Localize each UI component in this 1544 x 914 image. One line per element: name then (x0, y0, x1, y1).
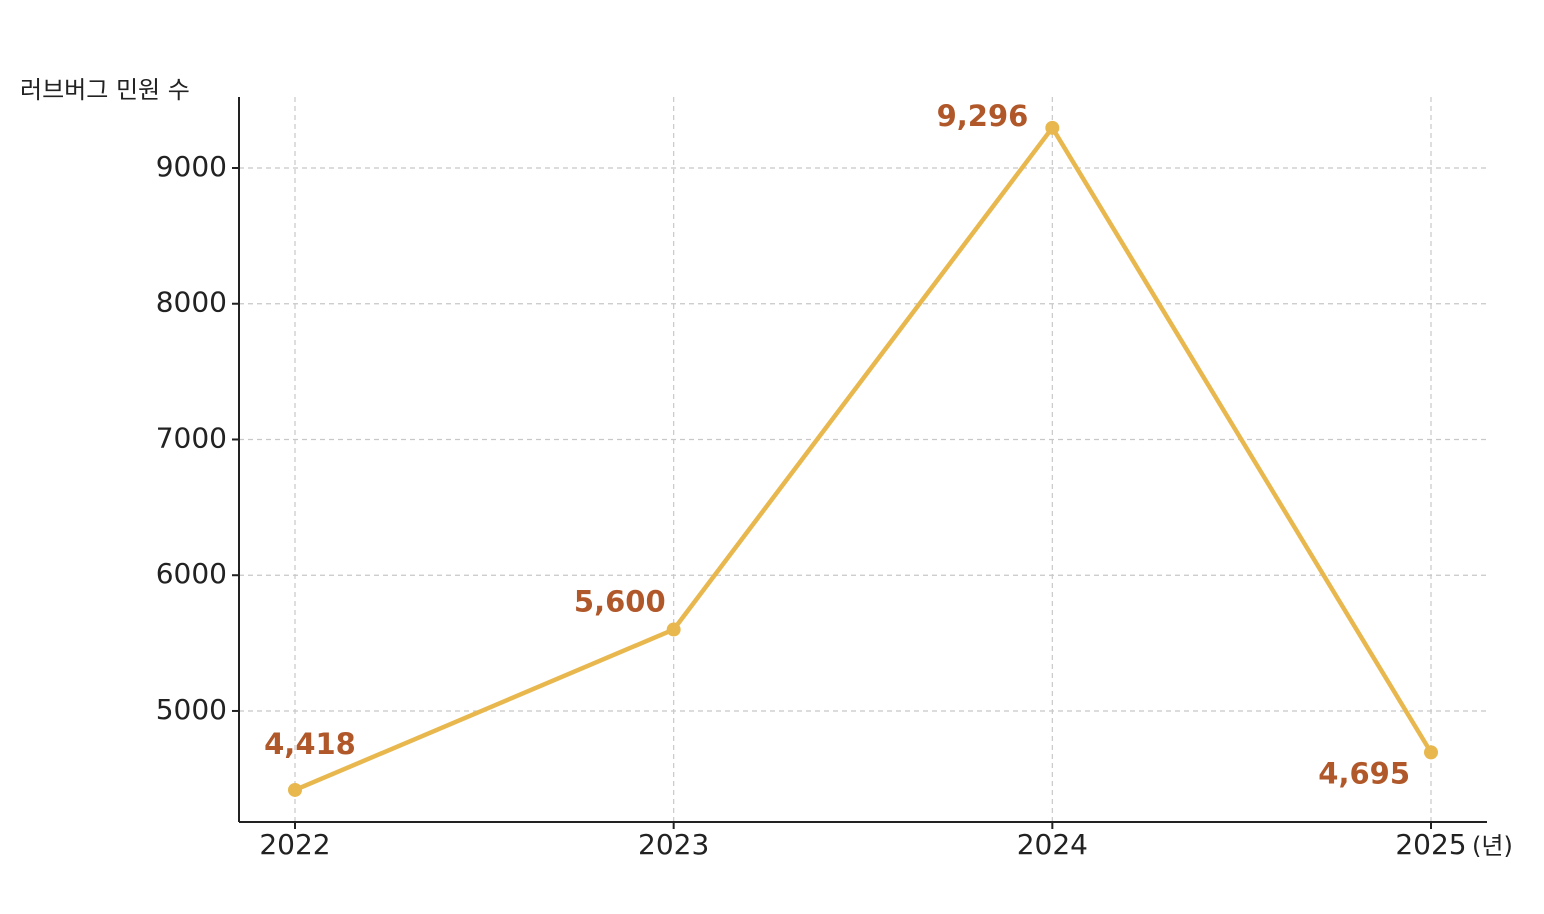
value-label: 4,418 (264, 727, 356, 761)
value-label: 5,600 (574, 585, 666, 619)
x-axis-label: (년) (1472, 832, 1513, 860)
value-label: 9,296 (937, 99, 1029, 133)
y-tick-label: 6000 (156, 557, 227, 590)
point (288, 782, 302, 797)
x-tick-label: 2024 (1017, 828, 1088, 861)
value-label: 4,695 (1318, 756, 1410, 790)
y-tick-label: 7000 (156, 421, 227, 454)
line (294, 125, 1433, 793)
x-tick-label: 2025 (1395, 828, 1466, 861)
y-tick-label: 5000 (156, 693, 227, 726)
y-tick-label: 9000 (156, 150, 227, 183)
point (1045, 120, 1060, 135)
x-tick-label: 2022 (259, 828, 330, 861)
y-axis-label: 러브버그 민원 수 (20, 76, 190, 104)
y-tick-label: 8000 (156, 286, 227, 319)
point (666, 622, 681, 637)
x-tick-label: 2023 (638, 828, 709, 861)
point (1424, 745, 1438, 760)
